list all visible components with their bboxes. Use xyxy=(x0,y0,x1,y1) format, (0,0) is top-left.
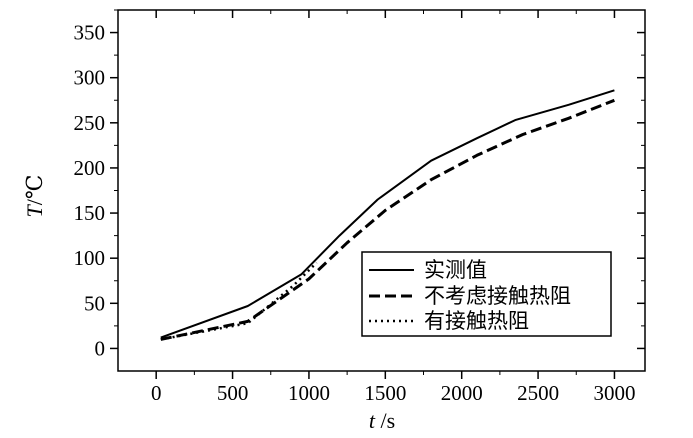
series-group xyxy=(160,89,615,341)
y-tick-label: 300 xyxy=(74,66,106,90)
y-tick-label: 50 xyxy=(84,291,105,315)
x-axis-title: t /s xyxy=(369,408,395,433)
y-tick-label: 100 xyxy=(74,246,106,270)
legend: 实测值 不考虑接触热阻 有接触热阻 xyxy=(361,251,612,337)
ticks-group: 0 500 1000 1500 2000 2500 3000 0 50 100 150 200 250 3… xyxy=(74,9,645,405)
x-tick-label: 3000 xyxy=(593,381,635,405)
series-line-measured xyxy=(160,89,615,339)
y-tick-label: 200 xyxy=(74,156,106,180)
series-line-no-contact-resistance xyxy=(160,98,615,341)
y-axis-variable: T xyxy=(22,203,47,217)
y-tick-label: 0 xyxy=(95,336,106,360)
x-tick-label: 1000 xyxy=(288,381,330,405)
legend-box xyxy=(361,251,612,337)
x-tick-label: 0 xyxy=(151,381,162,405)
x-tick-label: 500 xyxy=(217,381,249,405)
x-axis-variable: t xyxy=(369,408,376,433)
x-tick-label: 2500 xyxy=(517,381,559,405)
y-axis-title: T/℃ xyxy=(22,175,47,218)
series-line-with-contact-resistance xyxy=(160,261,318,341)
x-tick-label: 1500 xyxy=(364,381,406,405)
legend-label-with-contact-resistance: 有接触热阻 xyxy=(424,309,529,333)
y-tick-label: 250 xyxy=(74,111,106,135)
y-tick-label: 350 xyxy=(74,21,106,45)
x-tick-label: 2000 xyxy=(441,381,483,405)
y-axis-unit: /℃ xyxy=(22,175,47,206)
y-tick-label: 150 xyxy=(74,201,106,225)
legend-label-no-contact-resistance: 不考虑接触热阻 xyxy=(424,284,571,308)
legend-label-measured: 实测值 xyxy=(424,258,487,282)
x-axis-unit: /s xyxy=(375,408,395,433)
